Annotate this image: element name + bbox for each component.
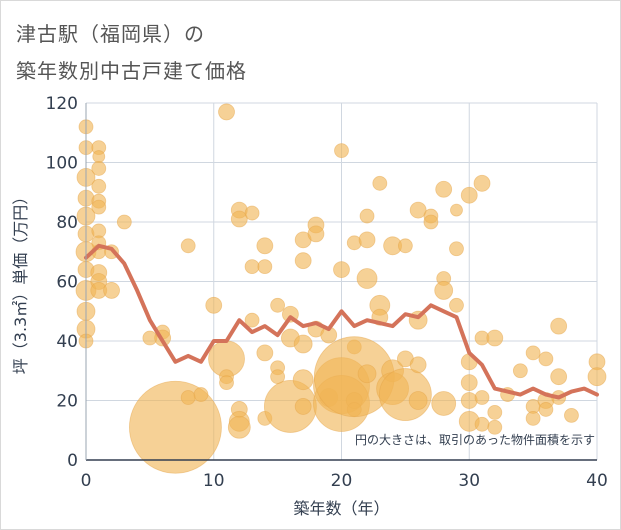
y-tick-label: 100 — [46, 154, 78, 174]
bubble-point — [409, 356, 427, 374]
y-tick-label: 60 — [56, 273, 78, 293]
x-tick-label: 10 — [203, 471, 225, 491]
bubble-point — [244, 312, 260, 328]
bubble-point — [357, 364, 377, 384]
bubble-point — [538, 402, 554, 417]
x-tick-label: 0 — [81, 471, 92, 491]
chart-title-line-2: 築年数別中古戸建て価格 — [16, 59, 247, 83]
y-tick-label: 80 — [56, 213, 78, 233]
bubble-point — [587, 367, 607, 387]
bubble-point — [91, 199, 107, 215]
y-tick-label: 40 — [56, 332, 78, 352]
bubble-point — [256, 237, 274, 255]
bubble-point — [218, 103, 235, 121]
bubble-point — [487, 404, 503, 420]
bubble-point — [180, 238, 196, 254]
bubble-point — [358, 231, 376, 249]
average-line-series — [84, 243, 599, 400]
bubble-point — [294, 252, 312, 270]
x-tick-label: 20 — [331, 471, 353, 491]
bubble-point — [230, 210, 248, 228]
bubble-point — [180, 390, 196, 405]
bubble-point — [257, 259, 273, 275]
x-tick-label: 30 — [458, 471, 480, 491]
bubble-point — [91, 178, 107, 194]
bubble-point — [474, 390, 490, 405]
bubble-point — [219, 375, 234, 391]
bubble-point — [333, 261, 350, 279]
axes: 0 10 20 30 40 0 20 40 60 80 100 120 — [46, 94, 608, 491]
y-tick-label: 120 — [46, 94, 78, 114]
bubble-series — [75, 103, 607, 474]
bubble-point — [431, 391, 457, 416]
bubble-point — [538, 351, 554, 367]
average-price-line — [84, 243, 599, 400]
bubble-point — [487, 419, 503, 435]
bubble-point — [473, 174, 491, 192]
bubble-point — [460, 392, 478, 409]
bubble-point — [227, 415, 251, 439]
bubble-point — [449, 297, 464, 313]
bubble-point — [434, 281, 454, 300]
bubble-point — [409, 201, 427, 219]
bubble-point — [270, 297, 286, 313]
bubble-point — [244, 205, 260, 221]
bubble-point — [359, 208, 375, 224]
bubble-point — [512, 363, 528, 379]
bubble-point — [244, 259, 260, 275]
bubble-point — [435, 180, 453, 198]
bubble-point — [408, 391, 428, 410]
bubble-point — [525, 410, 541, 426]
bubble-point — [525, 345, 541, 361]
bubble-point — [450, 203, 463, 217]
bubble-point — [449, 241, 464, 257]
bubble-point — [91, 161, 107, 176]
bubble-point — [292, 369, 314, 391]
bubble-point — [397, 238, 413, 254]
bubble-point — [293, 334, 313, 354]
bubble-point — [334, 143, 349, 159]
bubble-point — [307, 225, 325, 243]
y-tick-label: 0 — [67, 451, 78, 471]
bubble-point — [294, 398, 312, 415]
bubble-point — [92, 150, 106, 163]
bubble-point — [550, 317, 568, 335]
bubble-point — [205, 296, 223, 314]
bubble-point — [486, 329, 504, 347]
bubble-point — [423, 214, 439, 230]
bubble-point — [193, 387, 209, 402]
bubble-point — [256, 344, 274, 362]
bubble-point — [564, 407, 579, 423]
bubble-point — [116, 214, 132, 230]
y-tick-label: 20 — [56, 392, 78, 412]
y-axis-label: 坪（3.3㎡）単価（万円） — [11, 189, 30, 374]
bubble-point — [474, 416, 490, 432]
bubble-point — [129, 380, 222, 474]
bubble-size-annotation: 円の大きさは、取引のあった物件面積を示す — [355, 432, 595, 447]
x-axis-label: 築年数（年） — [293, 499, 389, 518]
bubble-point — [550, 368, 568, 386]
bubble-point — [460, 374, 478, 392]
bubble-point — [103, 282, 120, 299]
bubble-point — [372, 175, 388, 191]
bubble-point — [460, 186, 478, 204]
bubble-point — [356, 268, 378, 289]
x-tick-label: 40 — [586, 471, 608, 491]
chart-title-line-1: 津古駅（福岡県）の — [16, 22, 205, 46]
